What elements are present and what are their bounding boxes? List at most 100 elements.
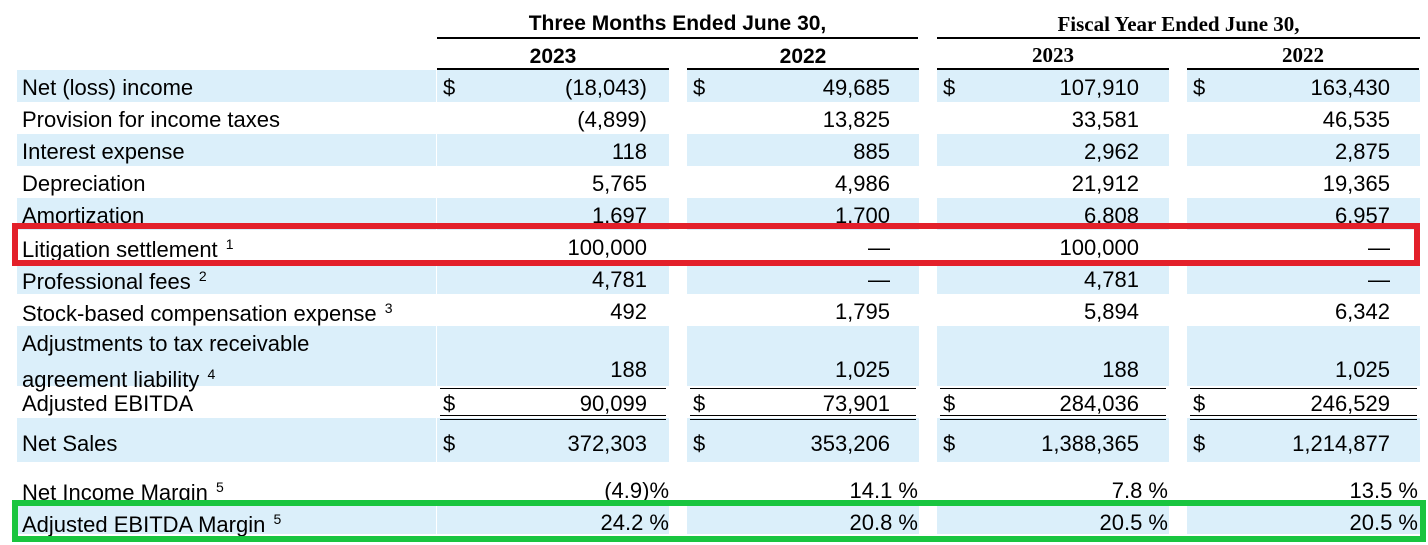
value-cell: — — [868, 267, 890, 292]
value-cell: 5,765 — [591, 171, 647, 196]
value-cell: 1,697 — [591, 203, 647, 228]
row-shade — [17, 70, 436, 102]
currency-symbol: $ — [1193, 431, 1206, 456]
year-header-q-2022: 2022 — [779, 45, 827, 68]
table-row: Professional fees 2 4,781 — 4,781 — — [17, 262, 1420, 294]
table-row: Litigation settlement 1 100,000 — 100,000 — — [17, 230, 1420, 262]
value-cell: (4.9)% — [604, 478, 669, 503]
value-cell: 20.5 % — [1099, 510, 1169, 535]
currency-symbol: $ — [443, 75, 456, 100]
row-label-text: Professional fees — [22, 269, 191, 294]
currency-symbol: $ — [693, 391, 706, 416]
value-cell: 1,214,877 — [1292, 431, 1390, 456]
row-label-text: Net Income Margin — [22, 480, 208, 505]
value-cell: 49,685 — [822, 75, 890, 100]
table-row: Adjusted EBITDA Margin 5 24.2 % 20.8 % 20.5… — [17, 502, 1420, 537]
value-cell: 4,781 — [1083, 267, 1139, 292]
row-shade — [1187, 502, 1420, 534]
footnote-marker: 5 — [215, 479, 224, 495]
value-cell: 6,342 — [1334, 299, 1390, 324]
currency-symbol: $ — [1193, 75, 1206, 100]
row-shade — [1187, 70, 1420, 102]
row-label-text: Net (loss) income — [22, 75, 194, 100]
value-cell: 20.8 % — [849, 510, 919, 535]
row-shade — [937, 262, 1169, 294]
table-row: Interest expense 118 885 2,962 2,875 — [17, 134, 1420, 166]
value-cell: 353,206 — [810, 431, 890, 456]
currency-symbol: $ — [943, 75, 956, 100]
row-shade — [937, 134, 1169, 166]
row-shade — [687, 326, 919, 386]
row-shade — [17, 262, 436, 294]
row-shade — [437, 134, 669, 166]
row-label-text: Amortization — [22, 203, 145, 228]
total-double-rule — [690, 415, 916, 420]
value-cell: 107,910 — [1059, 75, 1139, 100]
value-cell: 1,025 — [834, 357, 890, 382]
row-shade — [437, 418, 669, 462]
row-shade — [937, 70, 1169, 102]
table-row: Adjusted EBITDA $90,099 $73,901 $284,036 $24… — [17, 386, 1420, 418]
currency-symbol: $ — [693, 75, 706, 100]
row-label-text: Adjusted EBITDA Margin — [22, 512, 266, 537]
value-cell: 6,808 — [1083, 203, 1139, 228]
total-double-rule — [940, 415, 1166, 420]
row-shade — [437, 70, 669, 102]
row-label-text: Adjusted EBITDA — [22, 391, 194, 416]
currency-symbol: $ — [943, 391, 956, 416]
value-cell: (18,043) — [565, 75, 647, 100]
value-cell: 118 — [611, 139, 647, 164]
row-shade — [1187, 262, 1420, 294]
value-cell: 372,303 — [567, 431, 647, 456]
value-cell: 100,000 — [1059, 235, 1139, 260]
row-label: Net Sales — [22, 433, 117, 455]
value-cell: 246,529 — [1310, 391, 1390, 416]
value-cell: 5,894 — [1083, 299, 1139, 324]
header-three-months-rule — [437, 37, 918, 39]
table-row: Net Sales $372,303 $353,206 $1,388,365 $1,21… — [17, 418, 1420, 462]
row-shade — [437, 326, 669, 386]
value-cell: 188 — [610, 357, 647, 382]
year-header-fy-2023: 2023 — [1032, 43, 1074, 67]
table-row: Amortization 1,697 1,700 6,808 6,957 — [17, 198, 1420, 230]
value-cell: — — [1368, 235, 1390, 260]
row-shade — [1187, 134, 1420, 166]
year-header-rule-3 — [937, 68, 1169, 70]
value-cell: 1,795 — [834, 299, 890, 324]
table-row: Net Income Margin 5 (4.9)% 14.1 % 7.8 % 13.5… — [17, 470, 1420, 504]
value-cell: (4,899) — [577, 107, 647, 132]
row-shade — [937, 502, 1169, 534]
value-cell: 885 — [853, 139, 890, 164]
value-cell: 2,962 — [1083, 139, 1139, 164]
row-shade — [17, 502, 436, 534]
table-row: Stock-based compensation expense 3 492 1,7… — [17, 294, 1420, 326]
row-label: Depreciation — [22, 173, 146, 195]
row-shade — [937, 326, 1169, 386]
currency-symbol: $ — [943, 431, 956, 456]
value-cell: 492 — [610, 299, 647, 324]
footnote-marker: 2 — [198, 268, 207, 284]
currency-symbol: $ — [1193, 391, 1206, 416]
value-cell: 13,825 — [822, 107, 890, 132]
value-cell: 13.5 % — [1349, 478, 1419, 503]
row-shade — [437, 262, 669, 294]
row-label: Professional fees 2 — [22, 269, 207, 293]
year-header-q-2023: 2023 — [529, 45, 577, 68]
row-label: Net Income Margin 5 — [22, 480, 224, 504]
footnote-marker: 4 — [207, 366, 216, 382]
header-fiscal-year: Fiscal Year Ended June 30, — [1057, 12, 1300, 36]
row-label: Interest expense — [22, 141, 185, 163]
header-fiscal-year-rule — [937, 37, 1420, 39]
value-cell: — — [1368, 267, 1390, 292]
table-row: Depreciation 5,765 4,986 21,912 19,365 — [17, 166, 1420, 198]
value-cell: 7.8 % — [1111, 478, 1168, 503]
row-label-line-1: Adjustments to tax receivable — [22, 331, 310, 356]
row-label: Adjusted EBITDA — [22, 393, 193, 415]
year-header-rule-4 — [1187, 68, 1419, 70]
table-row: Net (loss) income $ (18,043) $49,685 $107,91… — [17, 70, 1420, 102]
year-header-rule-2 — [687, 68, 919, 70]
row-label: Stock-based compensation expense 3 — [22, 301, 393, 325]
value-cell: 20.5 % — [1349, 510, 1419, 535]
row-shade — [17, 134, 436, 166]
subtotal-rule — [440, 388, 666, 389]
